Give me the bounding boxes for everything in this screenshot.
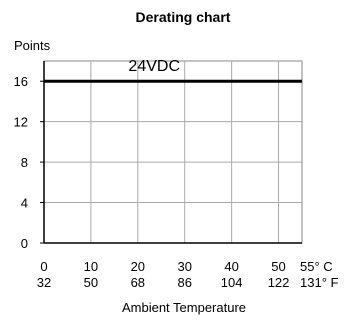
y-tick-label: 12	[14, 115, 28, 130]
series-layer: 24VDC	[44, 58, 302, 83]
x-tick-label-c: 0	[40, 259, 47, 274]
x-axis-label: Ambient Temperature	[122, 300, 246, 315]
x-tick-label-f: 131° F	[300, 275, 339, 290]
x-tick-label-f: 104	[221, 275, 243, 290]
x-tick-label-c: 30	[177, 259, 191, 274]
x-tick-label-c: 20	[131, 259, 145, 274]
y-tick-label: 0	[21, 236, 28, 251]
y-tick-label: 16	[14, 74, 28, 89]
y-tick-label: 4	[21, 196, 28, 211]
chart-title: Derating chart	[136, 9, 231, 25]
grid	[43, 60, 303, 244]
x-tick-label-f: 68	[131, 275, 145, 290]
x-tick-label-c: 40	[224, 259, 238, 274]
x-tick-label-f: 122	[268, 275, 290, 290]
plot-frame	[43, 60, 303, 244]
x-tick-label-c: 50	[271, 259, 285, 274]
x-tick-label-f: 32	[37, 275, 51, 290]
x-tick-label-c: 10	[84, 259, 98, 274]
x-tick-label-f: 50	[84, 275, 98, 290]
y-axis-label: Points	[14, 38, 51, 53]
x-tick-label-f: 86	[177, 275, 191, 290]
axes	[40, 61, 302, 244]
y-tick-label: 8	[21, 155, 28, 170]
x-tick-label-c: 55° C	[300, 259, 333, 274]
series-label: 24VDC	[128, 58, 180, 75]
